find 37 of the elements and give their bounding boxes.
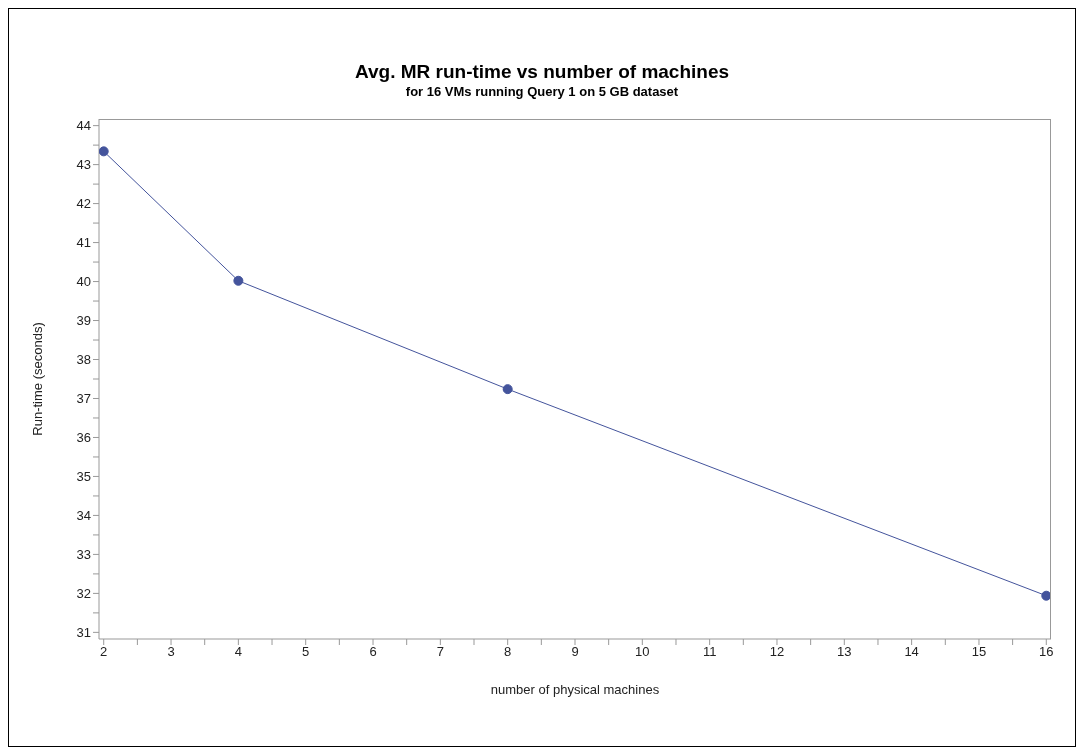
point <box>1041 590 1051 601</box>
y-tick-label: 43 <box>76 157 91 173</box>
x-axis-title: number of physical machines <box>490 682 660 697</box>
y-tick-label: 35 <box>76 469 91 485</box>
y-tick-label: 42 <box>76 196 91 212</box>
y-tick-label: 34 <box>76 508 91 524</box>
x-tick-label: 7 <box>436 644 444 660</box>
x-tick-label: 13 <box>837 644 852 660</box>
y-tick-label: 38 <box>76 352 91 368</box>
x-tick-label: 15 <box>971 644 987 660</box>
x-tick-label: 16 <box>1039 644 1054 660</box>
y-tick-label: 36 <box>76 430 91 446</box>
x-tick-label: 3 <box>167 644 175 660</box>
point <box>99 146 109 157</box>
x-tick-label: 2 <box>100 644 108 660</box>
x-tick-label: 10 <box>635 644 650 660</box>
y-axis-title: Run-time (seconds) <box>29 322 45 436</box>
chart-subtitle: for 16 VMs running Query 1 on 5 GB dataset <box>404 84 680 99</box>
y-tick-label: 32 <box>76 586 91 602</box>
x-tick-label: 5 <box>302 644 310 660</box>
y-tick-label: 44 <box>76 118 91 134</box>
x-tick-label: 8 <box>504 644 512 660</box>
y-tick-label: 37 <box>76 391 91 407</box>
y-tick-label: 40 <box>76 274 91 290</box>
x-tick-label: 9 <box>571 644 579 660</box>
y-tick-label: 31 <box>76 624 91 640</box>
x-tick-label: 11 <box>702 644 717 660</box>
y-tick-label: 39 <box>76 313 91 329</box>
point <box>233 275 244 286</box>
chart-title: Avg. MR run-time vs number of machines <box>353 61 731 83</box>
y-tick-label: 41 <box>76 235 91 251</box>
x-tick-label: 14 <box>904 644 919 660</box>
point <box>502 384 513 395</box>
x-tick-label: 12 <box>769 644 785 660</box>
x-tick-label: 4 <box>234 644 242 660</box>
x-tick-label: 6 <box>369 644 377 660</box>
y-tick-label: 33 <box>76 547 91 563</box>
